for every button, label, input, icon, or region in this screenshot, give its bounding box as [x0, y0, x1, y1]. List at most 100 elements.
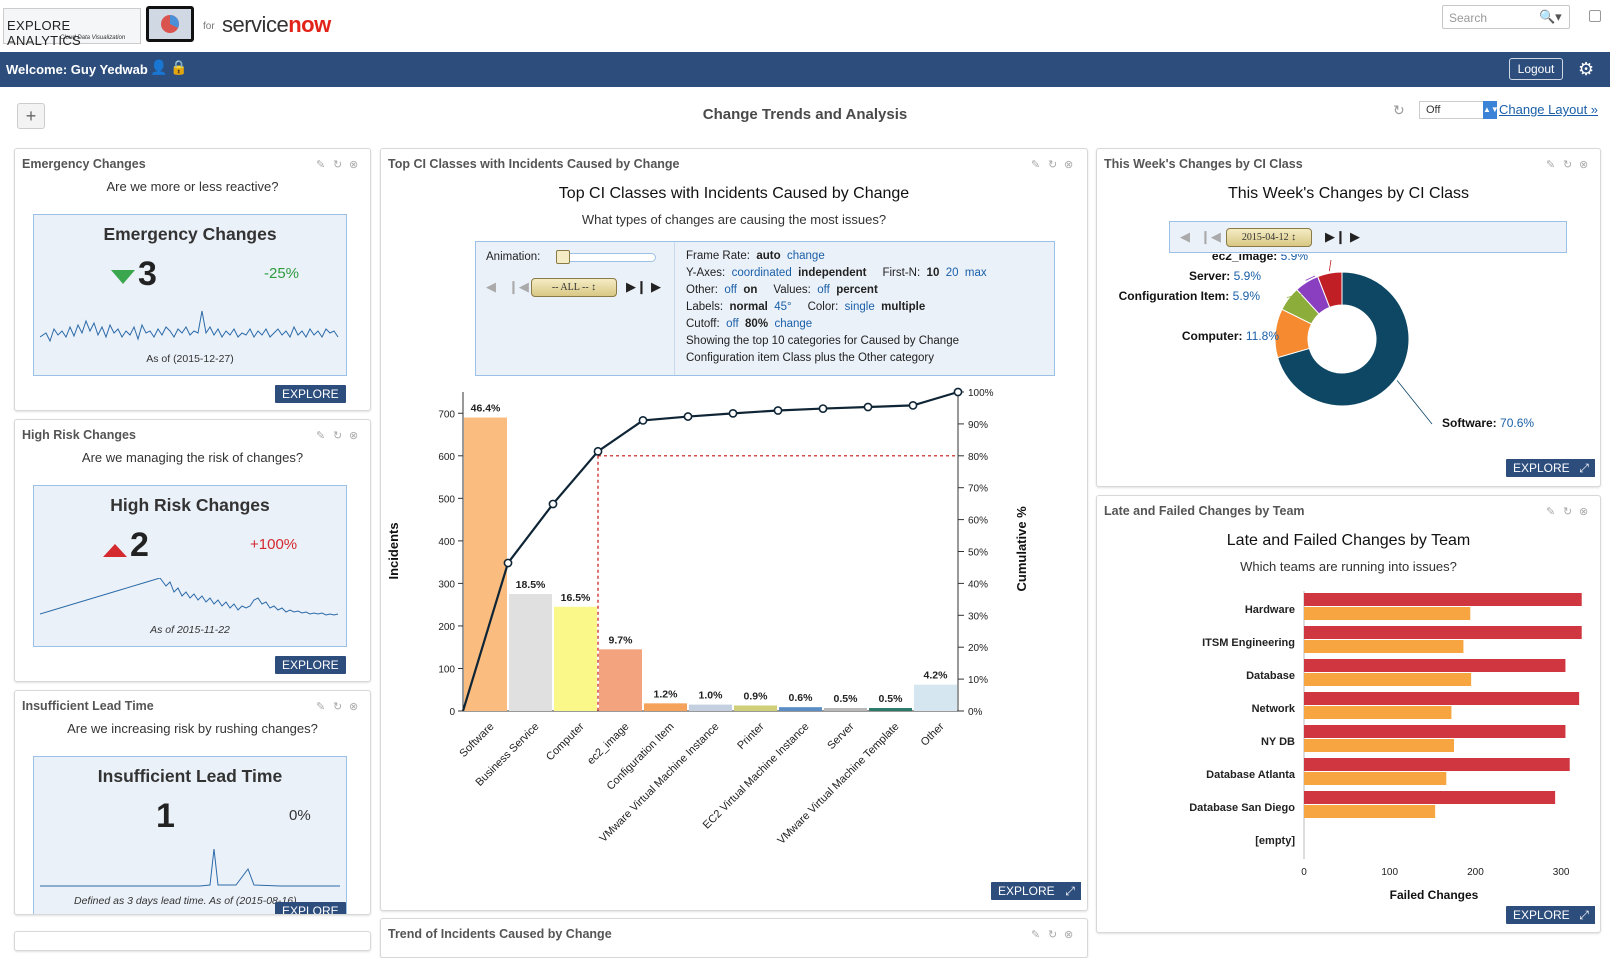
cumulative-point: [818, 404, 828, 413]
refresh-icon[interactable]: ↻: [1563, 506, 1573, 518]
explore-button[interactable]: EXPLORE: [275, 385, 346, 403]
prev-icon[interactable]: ◀: [1180, 229, 1190, 244]
explore-button[interactable]: EXPLORE: [1506, 459, 1577, 477]
down-arrow-icon: [111, 270, 135, 284]
close-icon[interactable]: ⊗: [349, 159, 359, 171]
panel-question: Are we more or less reactive?: [106, 179, 279, 194]
x-tick-label: 0: [1301, 867, 1307, 878]
user-icon[interactable]: 👤: [150, 59, 168, 75]
sparkline: [40, 310, 339, 343]
cutoff-off-link[interactable]: off: [726, 318, 739, 330]
lock-icon[interactable]: 🔒: [170, 59, 188, 75]
explore-button[interactable]: EXPLORE: [1506, 906, 1577, 924]
refresh-icon[interactable]: ↻: [1048, 159, 1058, 171]
cumulative-point: [548, 499, 558, 509]
edit-icon[interactable]: ✎: [1546, 506, 1556, 518]
refresh-icon[interactable]: ↻: [333, 430, 343, 442]
pareto-chart: 0 100 200 300 400 500 600 700 0% 10% 20% 30% 40% 50% 6…: [386, 387, 1029, 847]
edit-icon[interactable]: ✎: [316, 159, 326, 171]
category-select[interactable]: -- ALL -- ↕: [531, 278, 617, 297]
cumulative-point: [503, 558, 513, 568]
frame-rate-change-link[interactable]: change: [786, 250, 825, 262]
other-off-link[interactable]: off: [724, 284, 737, 296]
refresh-icon[interactable]: ↻: [333, 159, 343, 171]
edit-icon[interactable]: ✎: [316, 430, 326, 442]
weekly-changes-panel: This Week's Changes by CI Class ✎ ↻ ⊗ Th…: [1096, 148, 1601, 487]
animation-slider-handle[interactable]: [556, 250, 570, 264]
play-icon[interactable]: ▶: [1350, 229, 1360, 244]
team-label: Hardware: [1245, 604, 1295, 616]
close-icon[interactable]: ⊗: [1579, 506, 1589, 518]
explore-button[interactable]: EXPLORE: [275, 902, 346, 914]
values-off-link[interactable]: off: [817, 284, 830, 296]
emergency-changes-panel: Emergency Changes ✎ ↻ ⊗ Are we more or l…: [14, 148, 371, 411]
cumulative-point: [773, 406, 783, 415]
x-tick-label: Server: [825, 720, 857, 752]
pie-label-name: Configuration Item:: [1119, 289, 1233, 303]
panel-title: Emergency Changes: [22, 157, 146, 171]
x-tick-label: 300: [1553, 867, 1570, 878]
explore-button[interactable]: EXPLORE: [991, 882, 1062, 900]
close-icon[interactable]: ⊗: [349, 430, 359, 442]
change-layout-link[interactable]: Change Layout »: [1499, 102, 1599, 117]
cutoff-change-link[interactable]: change: [774, 318, 813, 330]
prev-icon[interactable]: ◀: [486, 279, 496, 294]
gear-icon[interactable]: ⚙: [1578, 59, 1595, 79]
kpi-card[interactable]: High Risk Changes 2 +100% As of 2015-11-…: [33, 485, 347, 647]
edit-icon[interactable]: ✎: [1031, 929, 1041, 941]
edit-icon[interactable]: ✎: [1031, 159, 1041, 171]
expand-icon[interactable]: ⤢: [1573, 906, 1595, 924]
edit-icon[interactable]: ✎: [316, 701, 326, 713]
window-toggle-icon[interactable]: [1589, 10, 1601, 22]
pie-label: Configuration Item: 5.9%: [1119, 289, 1261, 303]
last-icon[interactable]: ▶❙: [626, 279, 647, 294]
close-icon[interactable]: ⊗: [1579, 159, 1589, 171]
first-n-20-link[interactable]: 20: [945, 267, 959, 279]
kpi-card[interactable]: Emergency Changes 3 -25% As of (2015-12-…: [33, 214, 347, 376]
edit-icon[interactable]: ✎: [1546, 159, 1556, 171]
close-icon[interactable]: ⊗: [349, 701, 359, 713]
pie-leader-line: [1273, 332, 1296, 337]
bar-value-label: 0.6%: [789, 692, 814, 704]
x-tick-label: ec2_image: [585, 721, 632, 768]
expand-icon[interactable]: ⤢: [1059, 882, 1081, 900]
refresh-icon[interactable]: ↻: [333, 701, 343, 713]
pie-label-value: 70.6%: [1500, 416, 1534, 430]
cumulative-point: [683, 412, 693, 421]
refresh-icon[interactable]: ↻: [1563, 159, 1573, 171]
pareto-bar: [509, 594, 552, 711]
expand-icon[interactable]: ⤢: [1573, 459, 1595, 477]
pareto-bar: [734, 705, 777, 711]
logout-button[interactable]: Logout: [1509, 58, 1563, 80]
search-icon[interactable]: 🔍▾: [1539, 9, 1562, 24]
kpi-card[interactable]: Insufficient Lead Time 1 0% Defined as 3…: [33, 756, 347, 914]
pie-label-value: 5.9%: [1233, 289, 1261, 303]
first-icon[interactable]: ❙◀: [508, 279, 529, 294]
close-icon[interactable]: ⊗: [1064, 929, 1074, 941]
animation-slider[interactable]: [561, 253, 656, 262]
explore-analytics-logo[interactable]: EXPLORE ANALYTICS Cloud Data Visualizati…: [3, 8, 141, 48]
panel-title: Insufficient Lead Time: [22, 699, 154, 713]
date-select[interactable]: 2015-04-12 ↕: [1226, 228, 1312, 247]
first-icon[interactable]: ❙◀: [1200, 229, 1221, 244]
chart-controls: Animation: ◀ ❙◀ -- ALL -- ↕ ▶❙ ▶ Frame R…: [475, 241, 1055, 376]
search-input[interactable]: Search 🔍▾: [1442, 5, 1570, 29]
animation-controls: Animation: ◀ ❙◀ -- ALL -- ↕ ▶❙ ▶: [476, 242, 675, 375]
close-icon[interactable]: ⊗: [1064, 159, 1074, 171]
refresh-icon[interactable]: ↻: [1393, 102, 1405, 118]
explore-button[interactable]: EXPLORE: [275, 656, 346, 674]
y2-tick-label: 90%: [968, 420, 988, 431]
play-icon[interactable]: ▶: [651, 279, 661, 294]
last-icon[interactable]: ▶❙: [1325, 229, 1346, 244]
add-widget-button[interactable]: +: [17, 103, 45, 129]
color-single-link[interactable]: single: [844, 301, 875, 313]
coordinated-link[interactable]: coordinated: [731, 267, 792, 279]
cumulative-point: [638, 415, 648, 425]
refresh-icon[interactable]: ↻: [1048, 929, 1058, 941]
refresh-mode-select[interactable]: Off ▲▼: [1419, 101, 1499, 119]
bar-value-label: 18.5%: [516, 579, 546, 591]
chart-question: What types of changes are causing the mo…: [581, 212, 887, 227]
first-n-max-link[interactable]: max: [964, 267, 987, 279]
cumulative-point: [728, 408, 738, 418]
labels-45-link[interactable]: 45°: [774, 301, 792, 313]
